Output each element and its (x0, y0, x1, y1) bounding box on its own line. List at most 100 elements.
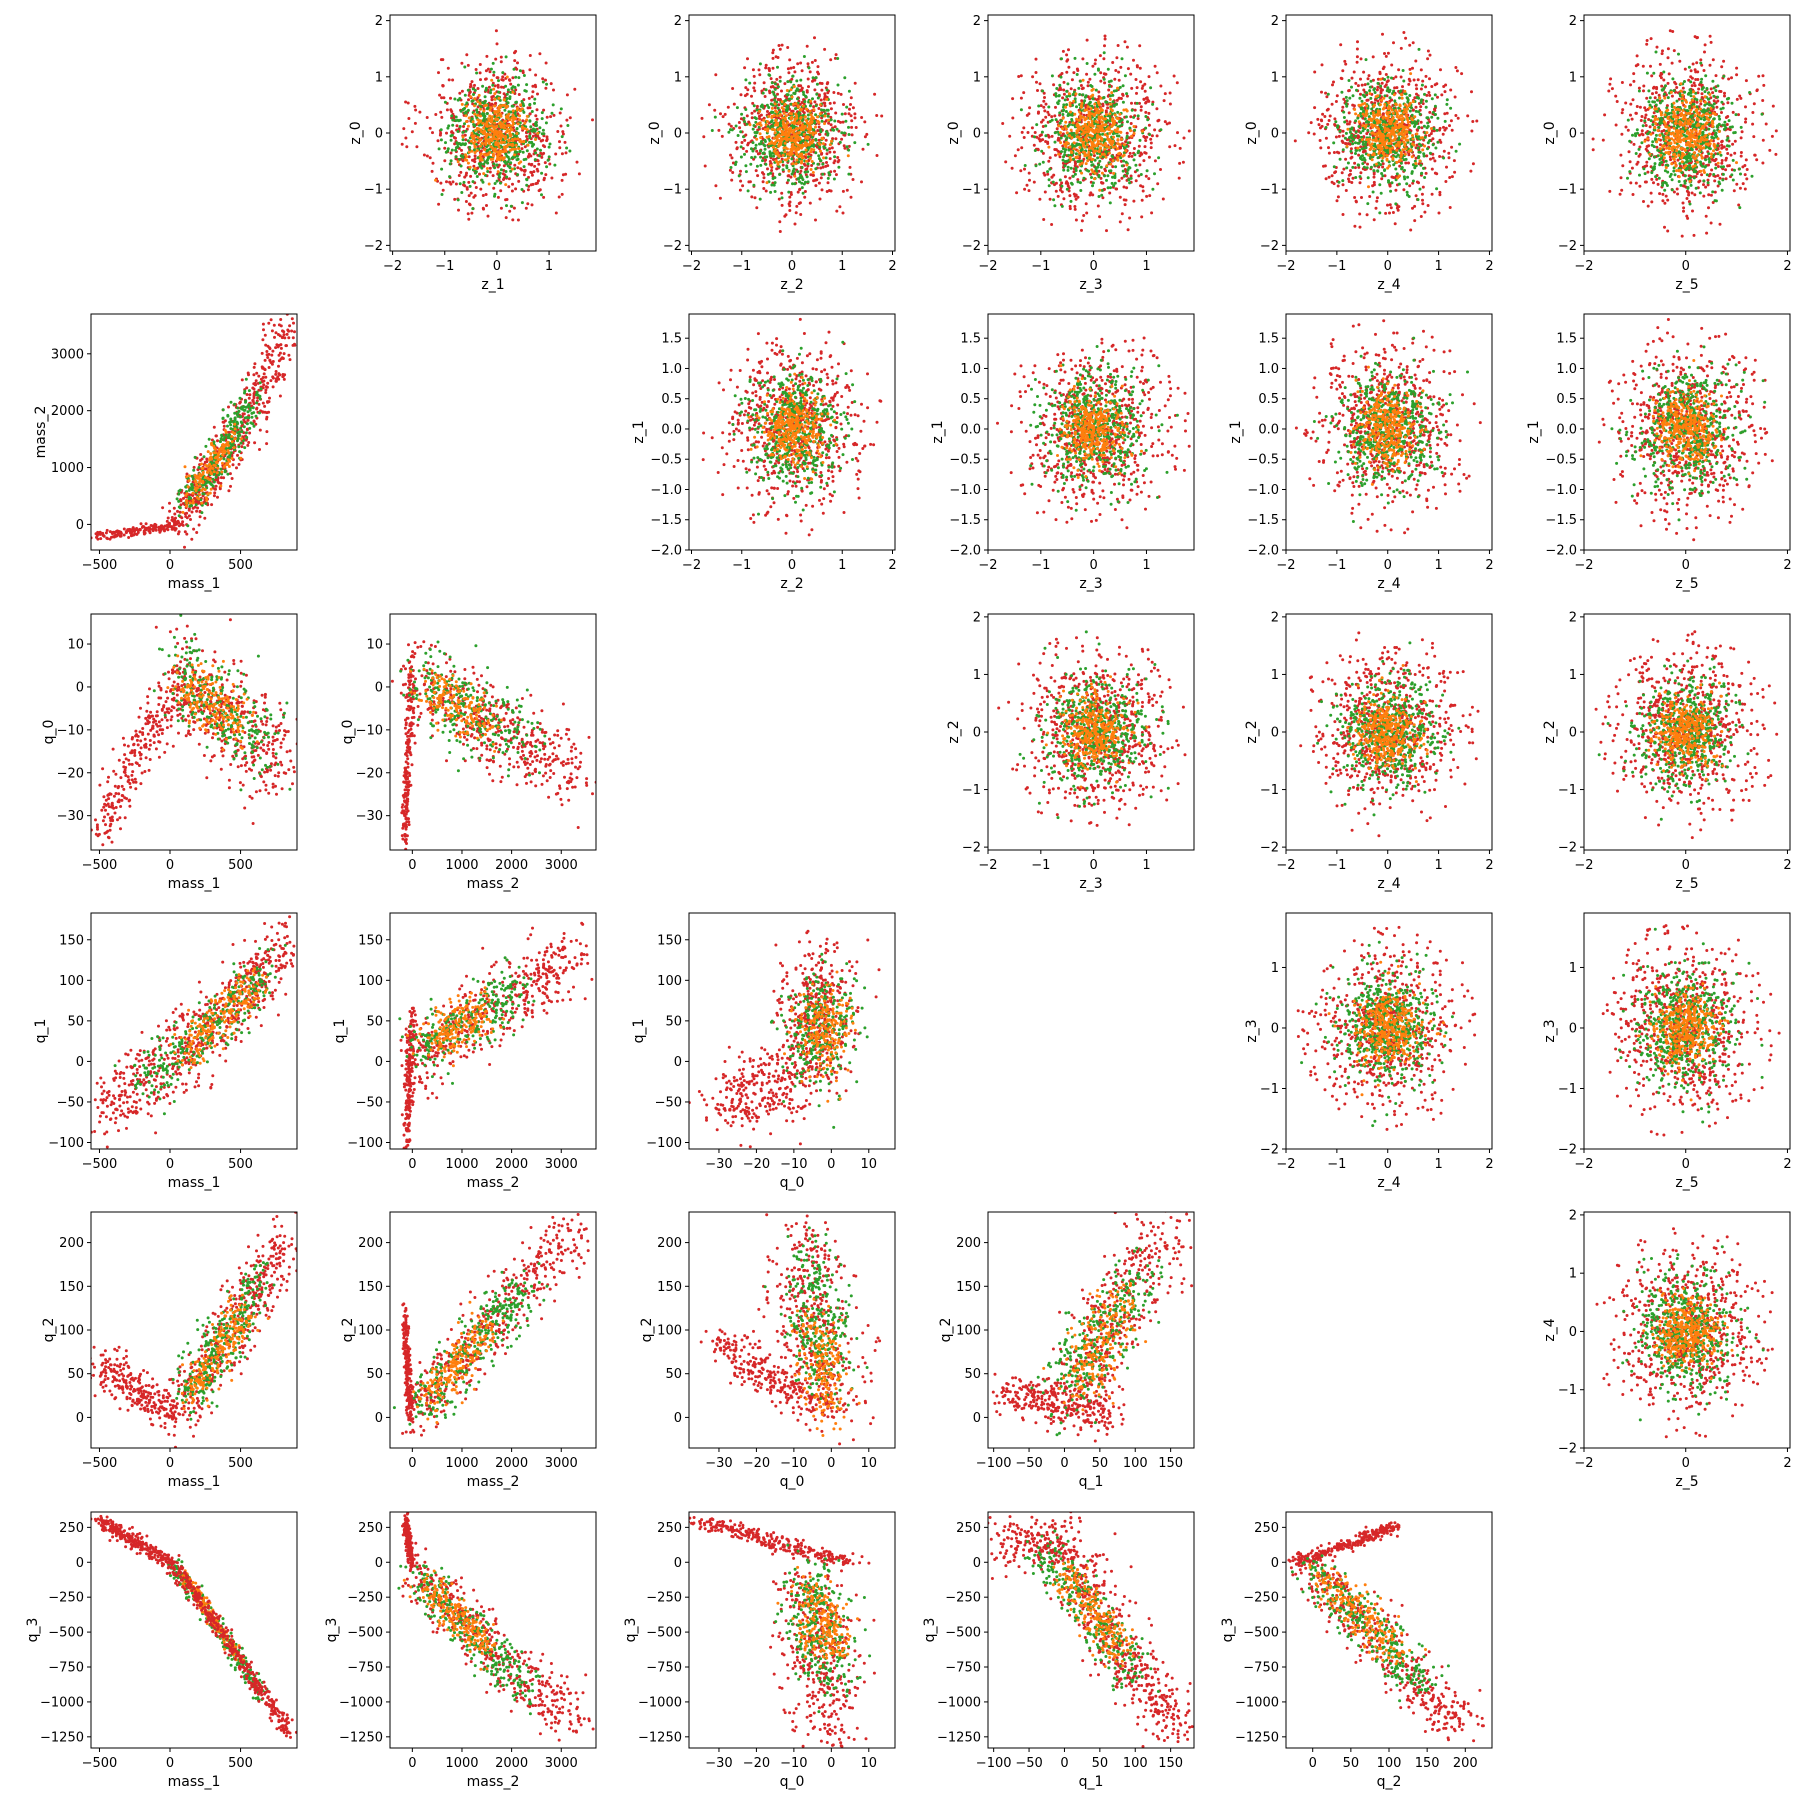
scatter-point (1430, 85, 1434, 88)
scatter-point (461, 135, 465, 139)
scatter-point (745, 149, 749, 153)
x-axis-label: z_1 (481, 277, 504, 293)
scatter-point (789, 80, 793, 84)
scatter-point (1056, 102, 1060, 106)
scatter-point (1092, 154, 1096, 158)
scatter-point (467, 180, 471, 184)
scatter-point (1112, 184, 1116, 188)
scatter-point (415, 145, 419, 149)
scatter-point (527, 175, 530, 179)
scatter-point (517, 147, 521, 151)
scatter-point (812, 105, 816, 109)
scatter-point (1344, 157, 1348, 161)
scatter-point (1081, 93, 1085, 97)
scatter-point (493, 133, 496, 137)
scatter-point (1398, 164, 1402, 168)
scatter-point (1062, 92, 1066, 96)
scatter-point (500, 85, 503, 89)
scatter-point (825, 88, 829, 92)
scatter-point (565, 118, 569, 122)
scatter-point (525, 149, 529, 153)
scatter-point (792, 85, 796, 89)
scatter-point (1135, 91, 1138, 95)
scatter-point (468, 145, 472, 149)
scatter-point (1407, 77, 1411, 81)
scatter-point (1080, 228, 1083, 232)
scatter-point (822, 145, 826, 149)
scatter-point (702, 135, 706, 139)
scatter-point (536, 131, 540, 135)
scatter-point (853, 112, 857, 116)
scatter-point (1059, 136, 1063, 140)
scatter-point (1145, 169, 1149, 173)
scatter-point (1120, 176, 1124, 180)
scatter-point (540, 155, 544, 159)
scatter-point (1046, 170, 1050, 174)
scatter-point (803, 180, 807, 184)
scatter-point (1091, 93, 1095, 97)
scatter-point (767, 106, 771, 109)
scatter-point (837, 165, 841, 169)
scatter-point (1096, 136, 1099, 140)
scatter-point (542, 195, 546, 199)
scatter-point (1115, 56, 1119, 60)
scatter-point (1414, 59, 1418, 63)
scatter-point (549, 82, 553, 86)
scatter-point (1076, 195, 1080, 199)
scatter-point (759, 155, 763, 159)
scatter-point (1135, 86, 1139, 90)
scatter-point (1059, 188, 1062, 192)
scatter-point (534, 73, 538, 77)
scatter-point (1063, 164, 1067, 168)
scatter-point (806, 164, 810, 168)
scatter-point (476, 166, 480, 170)
scatter-point (1093, 171, 1097, 175)
scatter-point (1372, 218, 1376, 222)
scatter-point (1073, 112, 1077, 116)
scatter-point (1097, 90, 1101, 94)
scatter-point (458, 125, 462, 128)
scatter-point (503, 137, 507, 141)
scatter-point (1130, 101, 1133, 105)
scatter-point (511, 122, 515, 126)
scatter-point (504, 170, 508, 173)
scatter-point (449, 151, 453, 155)
scatter-point (493, 125, 497, 129)
scatter-point (750, 94, 753, 98)
scatter-point (1110, 181, 1114, 185)
scatter-point (456, 130, 460, 133)
plot-frame (987, 14, 1195, 252)
scatter-point (503, 160, 507, 164)
scatter-point (1075, 105, 1078, 109)
scatter-point (1102, 77, 1106, 81)
scatter-point (757, 68, 761, 72)
scatter-point (1066, 141, 1070, 145)
scatter-point (544, 86, 548, 90)
scatter-point (1099, 71, 1103, 75)
scatter-point (795, 158, 799, 162)
scatter-point (769, 120, 773, 124)
scatter-point (1076, 149, 1080, 153)
scatter-point (1147, 111, 1151, 115)
scatter-point (528, 140, 531, 144)
scatter-point (1053, 131, 1057, 135)
scatter-point (1078, 93, 1082, 96)
scatter-point (780, 89, 783, 93)
scatter-point (431, 131, 434, 135)
scatter-point (530, 95, 534, 99)
scatter-point (561, 132, 565, 136)
scatter-point (1100, 193, 1104, 197)
scatter-point (1333, 123, 1337, 126)
scatter-point (434, 178, 438, 182)
scatter-point (504, 105, 508, 109)
scatter-point (533, 164, 537, 168)
scatter-point (794, 102, 798, 106)
scatter-point (1040, 149, 1044, 153)
scatter-point (1350, 76, 1354, 80)
scatter-point (1099, 107, 1103, 111)
scatter-point (742, 135, 745, 139)
scatter-point (481, 113, 485, 117)
scatter-point (1063, 98, 1067, 102)
scatter-point (502, 145, 506, 149)
scatter-point (546, 158, 550, 162)
